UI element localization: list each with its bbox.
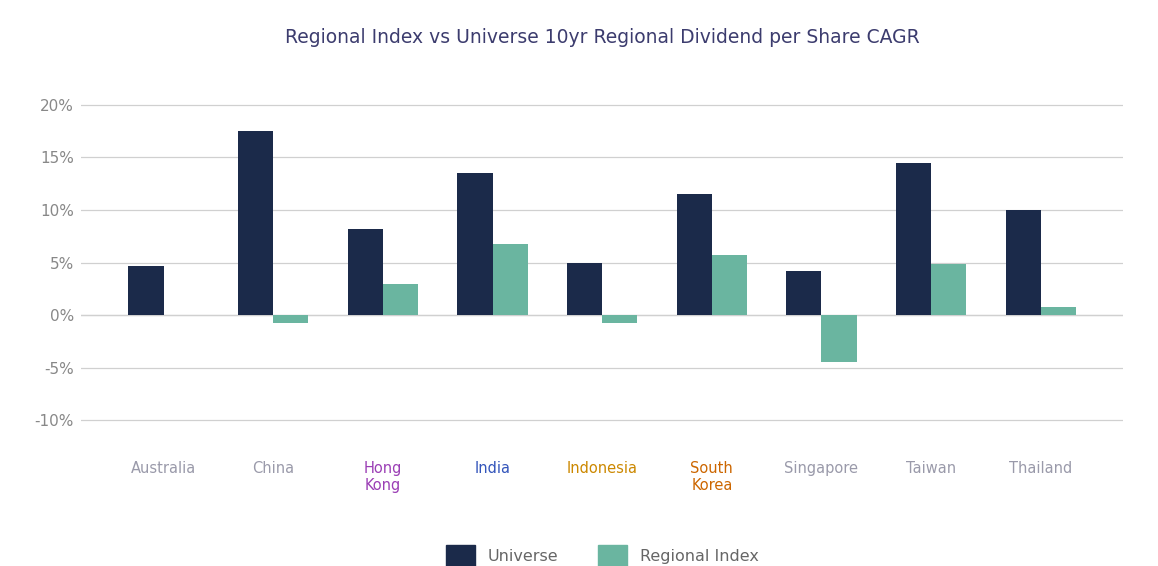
Bar [712,255,747,315]
Bar [1005,210,1041,315]
Bar [821,315,857,362]
Bar [347,229,383,315]
Bar [786,271,821,315]
Bar [273,315,308,323]
Legend: Universe, Regional Index: Universe, Regional Index [438,537,767,566]
Bar [1041,307,1076,315]
Bar [931,264,966,315]
Bar [896,162,931,315]
Bar [239,131,273,315]
Bar [129,266,163,315]
Bar [567,263,602,315]
Bar [602,315,637,323]
Title: Regional Index vs Universe 10yr Regional Dividend per Share CAGR: Regional Index vs Universe 10yr Regional… [285,28,919,47]
Bar [383,284,418,315]
Bar [457,173,492,315]
Bar [492,243,528,315]
Bar [676,194,712,315]
